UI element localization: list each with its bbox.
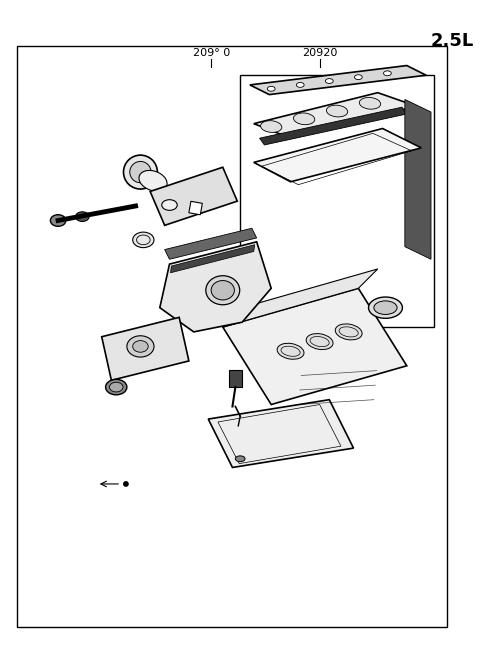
Polygon shape <box>150 168 237 225</box>
Ellipse shape <box>109 382 123 392</box>
Ellipse shape <box>325 79 333 83</box>
Ellipse shape <box>211 281 234 300</box>
Ellipse shape <box>277 343 304 359</box>
Ellipse shape <box>360 97 381 109</box>
Polygon shape <box>250 66 426 95</box>
Ellipse shape <box>50 215 66 226</box>
Polygon shape <box>223 269 378 327</box>
Polygon shape <box>208 399 353 468</box>
Polygon shape <box>223 288 407 405</box>
Ellipse shape <box>106 379 127 395</box>
Circle shape <box>123 481 129 487</box>
Text: 20920: 20920 <box>302 48 337 58</box>
Ellipse shape <box>326 105 348 117</box>
Polygon shape <box>405 99 431 260</box>
Ellipse shape <box>139 170 167 191</box>
Polygon shape <box>254 93 417 138</box>
Ellipse shape <box>123 155 157 189</box>
Ellipse shape <box>384 71 391 76</box>
Ellipse shape <box>374 301 397 315</box>
Text: 2.5L: 2.5L <box>431 32 474 50</box>
Ellipse shape <box>369 297 402 319</box>
Polygon shape <box>170 244 255 273</box>
Ellipse shape <box>162 200 177 210</box>
Ellipse shape <box>235 456 245 462</box>
Text: 209° 0: 209° 0 <box>192 48 230 58</box>
Bar <box>189 201 203 215</box>
Polygon shape <box>260 107 407 145</box>
Ellipse shape <box>132 340 148 352</box>
Ellipse shape <box>355 75 362 79</box>
Ellipse shape <box>127 336 154 357</box>
Ellipse shape <box>75 212 89 221</box>
Polygon shape <box>102 317 189 380</box>
Polygon shape <box>165 228 257 260</box>
Ellipse shape <box>296 83 304 87</box>
Ellipse shape <box>261 121 282 133</box>
Ellipse shape <box>206 276 240 305</box>
Bar <box>240 75 434 327</box>
Polygon shape <box>160 242 271 332</box>
Ellipse shape <box>130 162 151 183</box>
Bar <box>228 370 242 387</box>
Ellipse shape <box>306 334 333 350</box>
Polygon shape <box>254 129 421 182</box>
Ellipse shape <box>267 86 275 91</box>
Ellipse shape <box>132 232 154 248</box>
Ellipse shape <box>335 324 362 340</box>
Ellipse shape <box>293 113 315 125</box>
